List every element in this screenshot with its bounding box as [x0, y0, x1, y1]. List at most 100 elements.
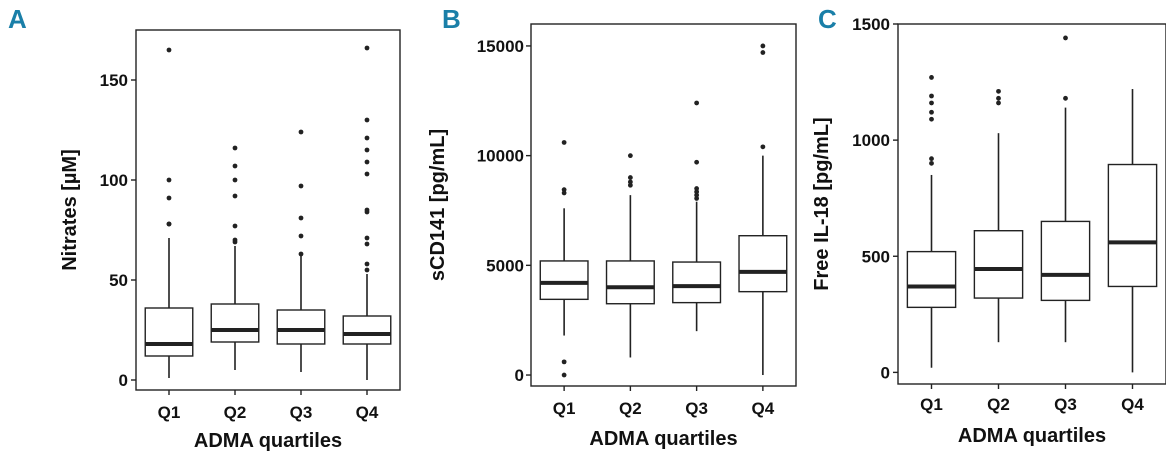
iqr-box	[1107, 163, 1158, 288]
outlier-point	[627, 179, 633, 185]
x-tick-label: Q1	[553, 399, 576, 418]
outlier-point	[1063, 95, 1068, 101]
outlier-point	[364, 241, 370, 247]
iqr-box	[738, 235, 788, 293]
outlier-point	[298, 251, 304, 257]
x-tick-label: Q4	[1121, 395, 1144, 414]
outlier-point	[298, 183, 304, 189]
outlier-point	[364, 117, 370, 123]
outlier-point	[561, 187, 567, 193]
outlier-point	[561, 140, 567, 145]
outlier-point	[929, 75, 934, 80]
x-tick-label: Q4	[752, 399, 775, 418]
y-tick-label: 15000	[477, 37, 524, 56]
iqr-box	[144, 307, 194, 357]
outlier-point	[364, 147, 370, 153]
panel-a: A 0 50 100 150 Nitrates [µM] ADMA quartiles Q1 Q…	[8, 4, 401, 452]
outlier-point	[298, 129, 304, 135]
box-q3: Q3	[672, 100, 722, 418]
box-q2: Q2	[973, 88, 1024, 414]
panel-letter: B	[442, 4, 461, 34]
y-tick-label: 10000	[477, 147, 524, 166]
outlier-point	[996, 95, 1001, 101]
outlier-point	[694, 196, 700, 201]
outlier-point	[364, 171, 370, 177]
x-tick-label: Q2	[987, 395, 1010, 414]
panel-letter: A	[8, 4, 27, 34]
box-q1: Q1	[144, 47, 194, 422]
x-tick-label: Q4	[356, 403, 379, 422]
x-tick-label: Q1	[158, 403, 181, 422]
outlier-point	[929, 100, 934, 106]
box-q3: Q3	[276, 129, 326, 422]
y-tick-label: 500	[862, 247, 890, 266]
y-tick-label: 0	[515, 366, 524, 385]
outlier-point	[232, 223, 238, 229]
outlier-point	[561, 372, 567, 378]
y-tick-label: 0	[119, 371, 128, 390]
y-axis-title: Free IL-18 [pg/mL]	[811, 117, 833, 290]
outlier-point	[561, 190, 567, 196]
iqr-box	[605, 260, 655, 305]
x-tick-label: Q3	[1054, 395, 1077, 414]
outlier-point	[364, 45, 370, 51]
outlier-point	[929, 93, 934, 99]
outlier-point	[694, 186, 700, 191]
outlier-point	[996, 88, 1001, 94]
y-tick-label: 1000	[852, 131, 890, 150]
outlier-point	[760, 43, 766, 49]
iqr-box	[973, 230, 1024, 299]
outlier-point	[364, 207, 370, 213]
box-q3: Q3	[1040, 35, 1091, 414]
box-q4: Q4	[1107, 89, 1158, 414]
x-axis-title: ADMA quartiles	[958, 425, 1106, 447]
outlier-point	[166, 47, 172, 53]
outlier-point	[760, 50, 766, 55]
iqr-box	[342, 315, 392, 345]
panel-letter: C	[818, 4, 837, 34]
y-tick-label: 1500	[852, 15, 890, 34]
outlier-point	[232, 193, 238, 199]
iqr-box	[276, 309, 326, 345]
iqr-box	[539, 260, 589, 301]
outlier-point	[996, 100, 1001, 106]
outlier-point	[232, 145, 238, 151]
outlier-point	[364, 261, 370, 267]
y-axis-title: sCD141 [pg/mL]	[427, 129, 449, 281]
box-q1: Q1	[539, 140, 589, 418]
outlier-point	[929, 156, 934, 162]
panel-b: B 0 5000 10000 15000 sCD141 [pg/mL] ADMA quart…	[427, 4, 797, 450]
iqr-box	[1040, 220, 1091, 302]
box-q2: Q2	[210, 145, 260, 422]
x-axis-title: ADMA quartiles	[589, 428, 737, 450]
outlier-point	[166, 195, 172, 201]
outlier-point	[298, 215, 304, 221]
y-tick-label: 100	[100, 171, 128, 190]
outlier-point	[929, 160, 934, 166]
iqr-box	[210, 303, 260, 343]
outlier-point	[627, 182, 633, 188]
x-tick-label: Q2	[224, 403, 247, 422]
x-axis-title: ADMA quartiles	[194, 430, 342, 452]
iqr-box	[672, 261, 722, 304]
outlier-point	[694, 100, 700, 106]
outlier-point	[694, 189, 700, 195]
outlier-point	[627, 175, 633, 180]
y-tick-label: 150	[100, 71, 128, 90]
plot-frame	[530, 23, 797, 387]
outlier-point	[929, 109, 934, 115]
box-q4: Q4	[342, 45, 392, 422]
outlier-point	[929, 116, 934, 122]
outlier-point	[232, 237, 238, 243]
outlier-point	[364, 235, 370, 241]
outlier-point	[232, 177, 238, 183]
x-tick-label: Q2	[619, 399, 642, 418]
plot-frame	[135, 29, 401, 391]
outlier-point	[627, 153, 633, 159]
outlier-point	[232, 163, 238, 169]
outlier-point	[166, 177, 172, 183]
y-tick-label: 50	[109, 271, 128, 290]
outlier-point	[561, 359, 567, 365]
y-tick-label: 5000	[486, 256, 524, 275]
